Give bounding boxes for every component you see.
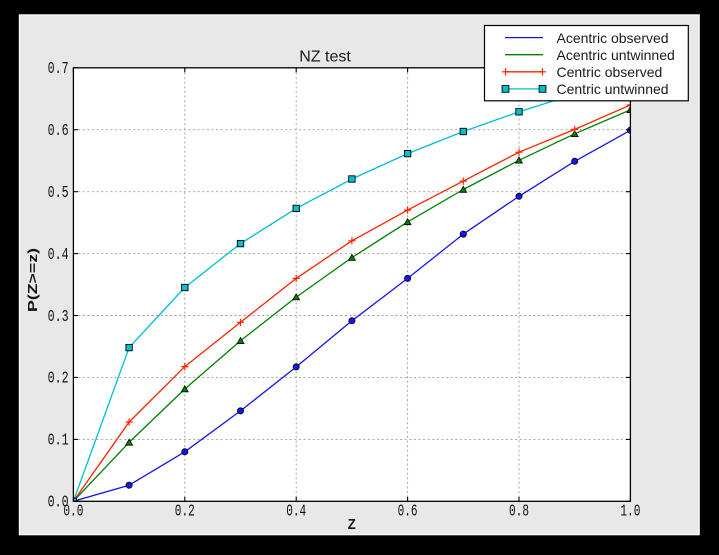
svg-text:0.8: 0.8 [509,503,529,522]
svg-text:0.5: 0.5 [48,184,69,203]
svg-text:Centric untwinned: Centric untwinned [557,81,669,97]
svg-text:P(Z>=z): P(Z>=z) [25,248,40,312]
svg-text:NZ test: NZ test [299,49,351,66]
svg-text:0.4: 0.4 [48,246,69,265]
svg-text:1.0: 1.0 [620,503,640,522]
svg-text:Centric observed: Centric observed [557,64,663,80]
svg-text:Z: Z [348,516,356,533]
svg-text:0.2: 0.2 [175,503,195,522]
svg-text:0.0: 0.0 [63,503,83,522]
svg-text:0.0: 0.0 [48,494,69,513]
svg-text:0.2: 0.2 [48,370,69,389]
svg-text:0.6: 0.6 [398,503,418,522]
svg-text:0.6: 0.6 [48,122,69,141]
svg-text:0.3: 0.3 [48,308,69,327]
svg-text:Acentric observed: Acentric observed [557,30,669,46]
svg-text:0.7: 0.7 [48,60,69,79]
svg-text:0.4: 0.4 [286,503,306,522]
svg-text:Acentric untwinned: Acentric untwinned [557,47,675,63]
svg-text:0.1: 0.1 [48,432,69,451]
